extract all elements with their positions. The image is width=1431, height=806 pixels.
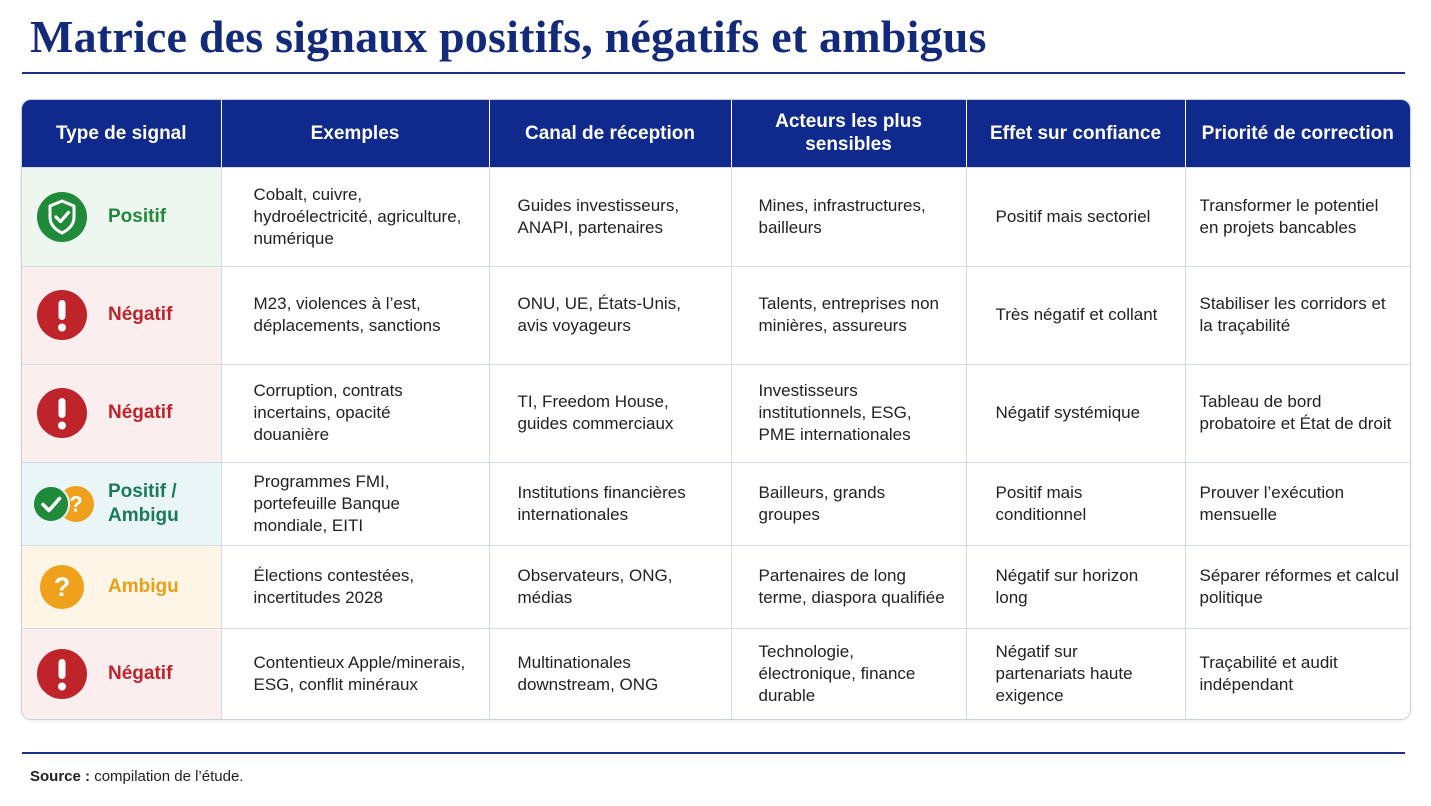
svg-text:?: ? (69, 492, 82, 517)
priority-cell: Prouver l’exécution mensuelle (1185, 462, 1410, 546)
table-header-row: Type de signal Exemples Canal de récepti… (22, 100, 1410, 167)
header-effect: Effet sur confiance (966, 100, 1186, 167)
effect-cell: Négatif sur horizon long (966, 545, 1186, 629)
type-label: Négatif (108, 402, 173, 424)
table-row: Négatif M23, violences à l’est, déplacem… (22, 265, 1410, 365)
page-title: Matrice des signaux positifs, négatifs e… (30, 11, 987, 62)
header-priority: Priorité de correction (1185, 100, 1410, 167)
actors-cell: Investisseurs institutionnels, ESG, PME … (731, 363, 967, 463)
type-label: Négatif (108, 663, 173, 685)
priority-cell: Transformer le potentiel en projets banc… (1185, 166, 1410, 267)
exclamation-icon (36, 648, 88, 700)
channel-cell: Multinationales downstream, ONG (489, 628, 732, 719)
examples-cell: Corruption, contrats incertains, opacité… (221, 363, 490, 463)
type-label: Négatif (108, 304, 173, 326)
type-label: Positif / Ambigu (108, 481, 179, 527)
shield-check-icon (36, 191, 88, 243)
table-row: ? Ambigu Élections contestées, incertitu… (22, 545, 1410, 629)
examples-cell: Programmes FMI, portefeuille Banque mond… (221, 462, 490, 546)
actors-cell: Bailleurs, grands groupes (731, 462, 967, 546)
source-label: Source : (30, 768, 91, 785)
signal-matrix-table: Type de signal Exemples Canal de récepti… (21, 99, 1411, 720)
title-divider (22, 72, 1405, 74)
effect-cell: Négatif sur partenariats haute exigence (966, 628, 1186, 719)
svg-text:?: ? (54, 572, 71, 602)
type-cell: Négatif (22, 265, 222, 365)
question-icon: ? (36, 561, 88, 613)
actors-cell: Talents, entreprises non minières, assur… (731, 265, 967, 365)
actors-cell: Mines, infrastructures, bailleurs (731, 166, 967, 267)
type-cell: Positif (22, 166, 222, 267)
type-label: Positif (108, 205, 167, 227)
channel-cell: Guides investisseurs, ANAPI, partenaires (489, 166, 732, 267)
actors-cell: Technologie, électronique, finance durab… (731, 628, 967, 719)
examples-cell: M23, violences à l’est, déplacements, sa… (221, 265, 490, 365)
header-actors: Acteurs les plus sensibles (731, 100, 967, 167)
exclamation-icon (36, 387, 88, 439)
header-examples: Exemples (221, 100, 490, 167)
table-row: ? Positif / Ambigu Programmes FMI, porte… (22, 462, 1410, 546)
priority-cell: Traçabilité et audit indépendant (1185, 628, 1410, 719)
channel-cell: ONU, UE, États-Unis, avis voyageurs (489, 265, 732, 365)
channel-cell: Observateurs, ONG, médias (489, 545, 732, 629)
check-question-icon: ? (32, 478, 96, 530)
effect-cell: Positif mais conditionnel (966, 462, 1186, 546)
table-row: Positif Cobalt, cuivre, hydroélectricité… (22, 166, 1410, 267)
effect-cell: Positif mais sectoriel (966, 166, 1186, 267)
effect-cell: Négatif systémique (966, 363, 1186, 463)
channel-cell: TI, Freedom House, guides commerciaux (489, 363, 732, 463)
priority-cell: Séparer réformes et calcul politique (1185, 545, 1410, 629)
examples-cell: Élections contestées, incertitudes 2028 (221, 545, 490, 629)
source-note: Source : compilation de l’étude. (30, 768, 243, 785)
examples-cell: Contentieux Apple/minerais, ESG, conflit… (221, 628, 490, 719)
type-cell: Négatif (22, 628, 222, 719)
type-label: Ambigu (108, 576, 179, 598)
examples-cell: Cobalt, cuivre, hydroélectricité, agricu… (221, 166, 490, 267)
type-cell: ? Ambigu (22, 545, 222, 629)
header-type: Type de signal (22, 100, 222, 167)
priority-cell: Stabiliser les corridors et la traçabili… (1185, 265, 1410, 365)
exclamation-icon (36, 289, 88, 341)
type-cell: Négatif (22, 363, 222, 463)
effect-cell: Très négatif et collant (966, 265, 1186, 365)
table-row: Négatif Contentieux Apple/minerais, ESG,… (22, 628, 1410, 719)
table-row: Négatif Corruption, contrats incertains,… (22, 363, 1410, 463)
priority-cell: Tableau de bord probatoire et État de dr… (1185, 363, 1410, 463)
source-text: compilation de l’étude. (94, 768, 244, 785)
actors-cell: Partenaires de long terme, diaspora qual… (731, 545, 967, 629)
type-cell: ? Positif / Ambigu (22, 462, 222, 546)
footer-divider (22, 752, 1405, 754)
header-channel: Canal de réception (489, 100, 732, 167)
channel-cell: Institutions financières internationales (489, 462, 732, 546)
